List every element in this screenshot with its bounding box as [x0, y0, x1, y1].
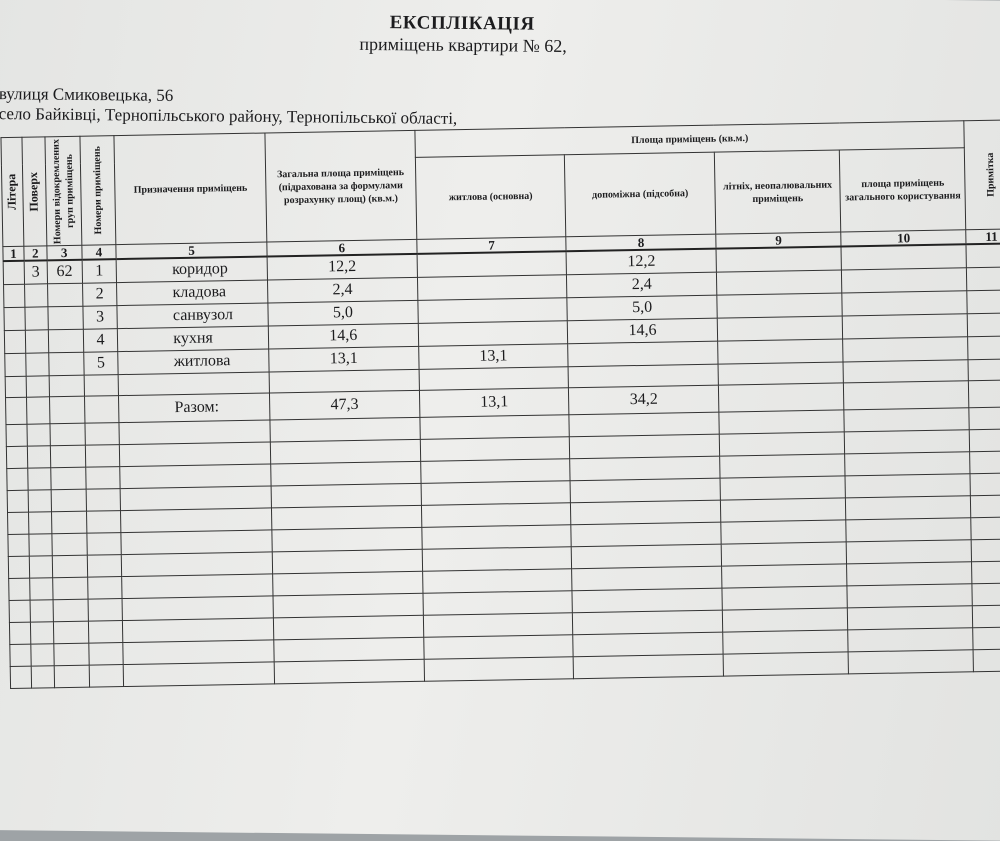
header-auxiliary: допоміжна (підсобна)	[564, 152, 716, 237]
header-room-numbers: Номери приміщень	[91, 146, 105, 235]
table-cell: кухня	[117, 325, 269, 352]
table-cell	[716, 292, 843, 319]
table-cell	[715, 246, 842, 273]
table-cell	[47, 283, 83, 307]
address-locality: село Байківці, Тернопільського району, Т…	[0, 104, 458, 128]
table-cell: житлова	[118, 348, 269, 375]
table-cell	[24, 283, 48, 308]
document-title: ЕКСПЛІКАЦІЯ	[389, 12, 535, 35]
column-number: 2	[23, 245, 47, 261]
table-cell: кладова	[116, 279, 268, 306]
table-cell: 12,2	[266, 253, 418, 280]
table-cell	[967, 312, 1000, 337]
table-cell	[25, 352, 49, 377]
table-cell	[968, 335, 1000, 360]
header-purpose: Призначення приміщень	[114, 133, 267, 245]
header-living: житлова (основна)	[415, 154, 567, 240]
header-total-area: Загальна площа приміщень (підрахована за…	[264, 130, 417, 242]
table-cell	[418, 320, 569, 347]
table-cell: 12,2	[566, 248, 717, 275]
table-cell	[3, 307, 26, 331]
table-cell: санвузол	[117, 302, 269, 329]
table-cell: 14,6	[268, 323, 419, 349]
header-floor: Поверх	[26, 171, 42, 212]
table-cell	[4, 353, 27, 377]
table-cell: 14,6	[567, 318, 718, 344]
table-cell	[417, 274, 568, 301]
table-cell	[966, 266, 1000, 291]
table-cell	[842, 290, 968, 316]
table-cell: 13,1	[268, 346, 419, 372]
table-cell	[24, 306, 49, 331]
table-cell	[25, 329, 49, 354]
table-cell	[716, 269, 843, 296]
address-street: вулиця Смиковецька, 56	[0, 84, 174, 105]
table-cell: коридор	[116, 256, 268, 283]
column-number: 11	[966, 229, 1000, 245]
table-cell	[717, 338, 844, 365]
table-cell	[416, 251, 567, 278]
column-number: 4	[81, 244, 117, 260]
table-cell: 5,0	[267, 300, 419, 326]
header-group-numbers: Номери відокремлених груп приміщень	[50, 138, 76, 244]
explication-table: Літера Поверх Номери відокремлених груп …	[0, 119, 1000, 689]
table-cell	[48, 352, 84, 376]
table-cell	[568, 341, 718, 367]
table-cell: 62	[46, 259, 83, 284]
header-summer: літніх, неопалювальних приміщень	[714, 149, 842, 235]
total-c7: 13,1	[419, 387, 570, 418]
table-cell	[841, 244, 967, 270]
table-cell: 5,0	[567, 295, 718, 321]
table-cell	[966, 243, 1000, 268]
table-cell: 2	[82, 282, 118, 307]
table-cell	[4, 330, 26, 354]
table-cell	[841, 267, 968, 293]
table-cell	[842, 313, 969, 339]
table-cell	[48, 329, 84, 353]
column-number: 1	[2, 246, 25, 262]
column-number: 3	[46, 245, 82, 261]
table-cell	[717, 315, 843, 342]
header-litera: Літера	[4, 173, 20, 211]
total-c8: 34,2	[568, 385, 719, 415]
table-cell: 5	[83, 351, 119, 376]
header-common: площа приміщень загального користування	[839, 147, 967, 232]
table-cell: 13,1	[418, 343, 569, 370]
header-note: Примітка	[984, 152, 997, 198]
table-cell: 4	[82, 328, 119, 353]
table-cell	[842, 336, 969, 362]
table-cell	[3, 260, 25, 285]
document-subtitle: приміщень квартири № 62,	[359, 33, 567, 57]
table-cell: 3	[82, 305, 118, 330]
table-cell	[967, 289, 1000, 314]
table-cell	[3, 284, 25, 308]
table-cell: 3	[24, 260, 48, 285]
table-cell: 1	[81, 259, 117, 284]
table-cell	[47, 306, 83, 330]
total-label: Разом:	[118, 392, 270, 423]
total-c6: 47,3	[269, 390, 420, 420]
table-cell: 2,4	[566, 272, 717, 298]
table-cell: 2,4	[267, 277, 418, 303]
table-cell	[417, 297, 568, 324]
